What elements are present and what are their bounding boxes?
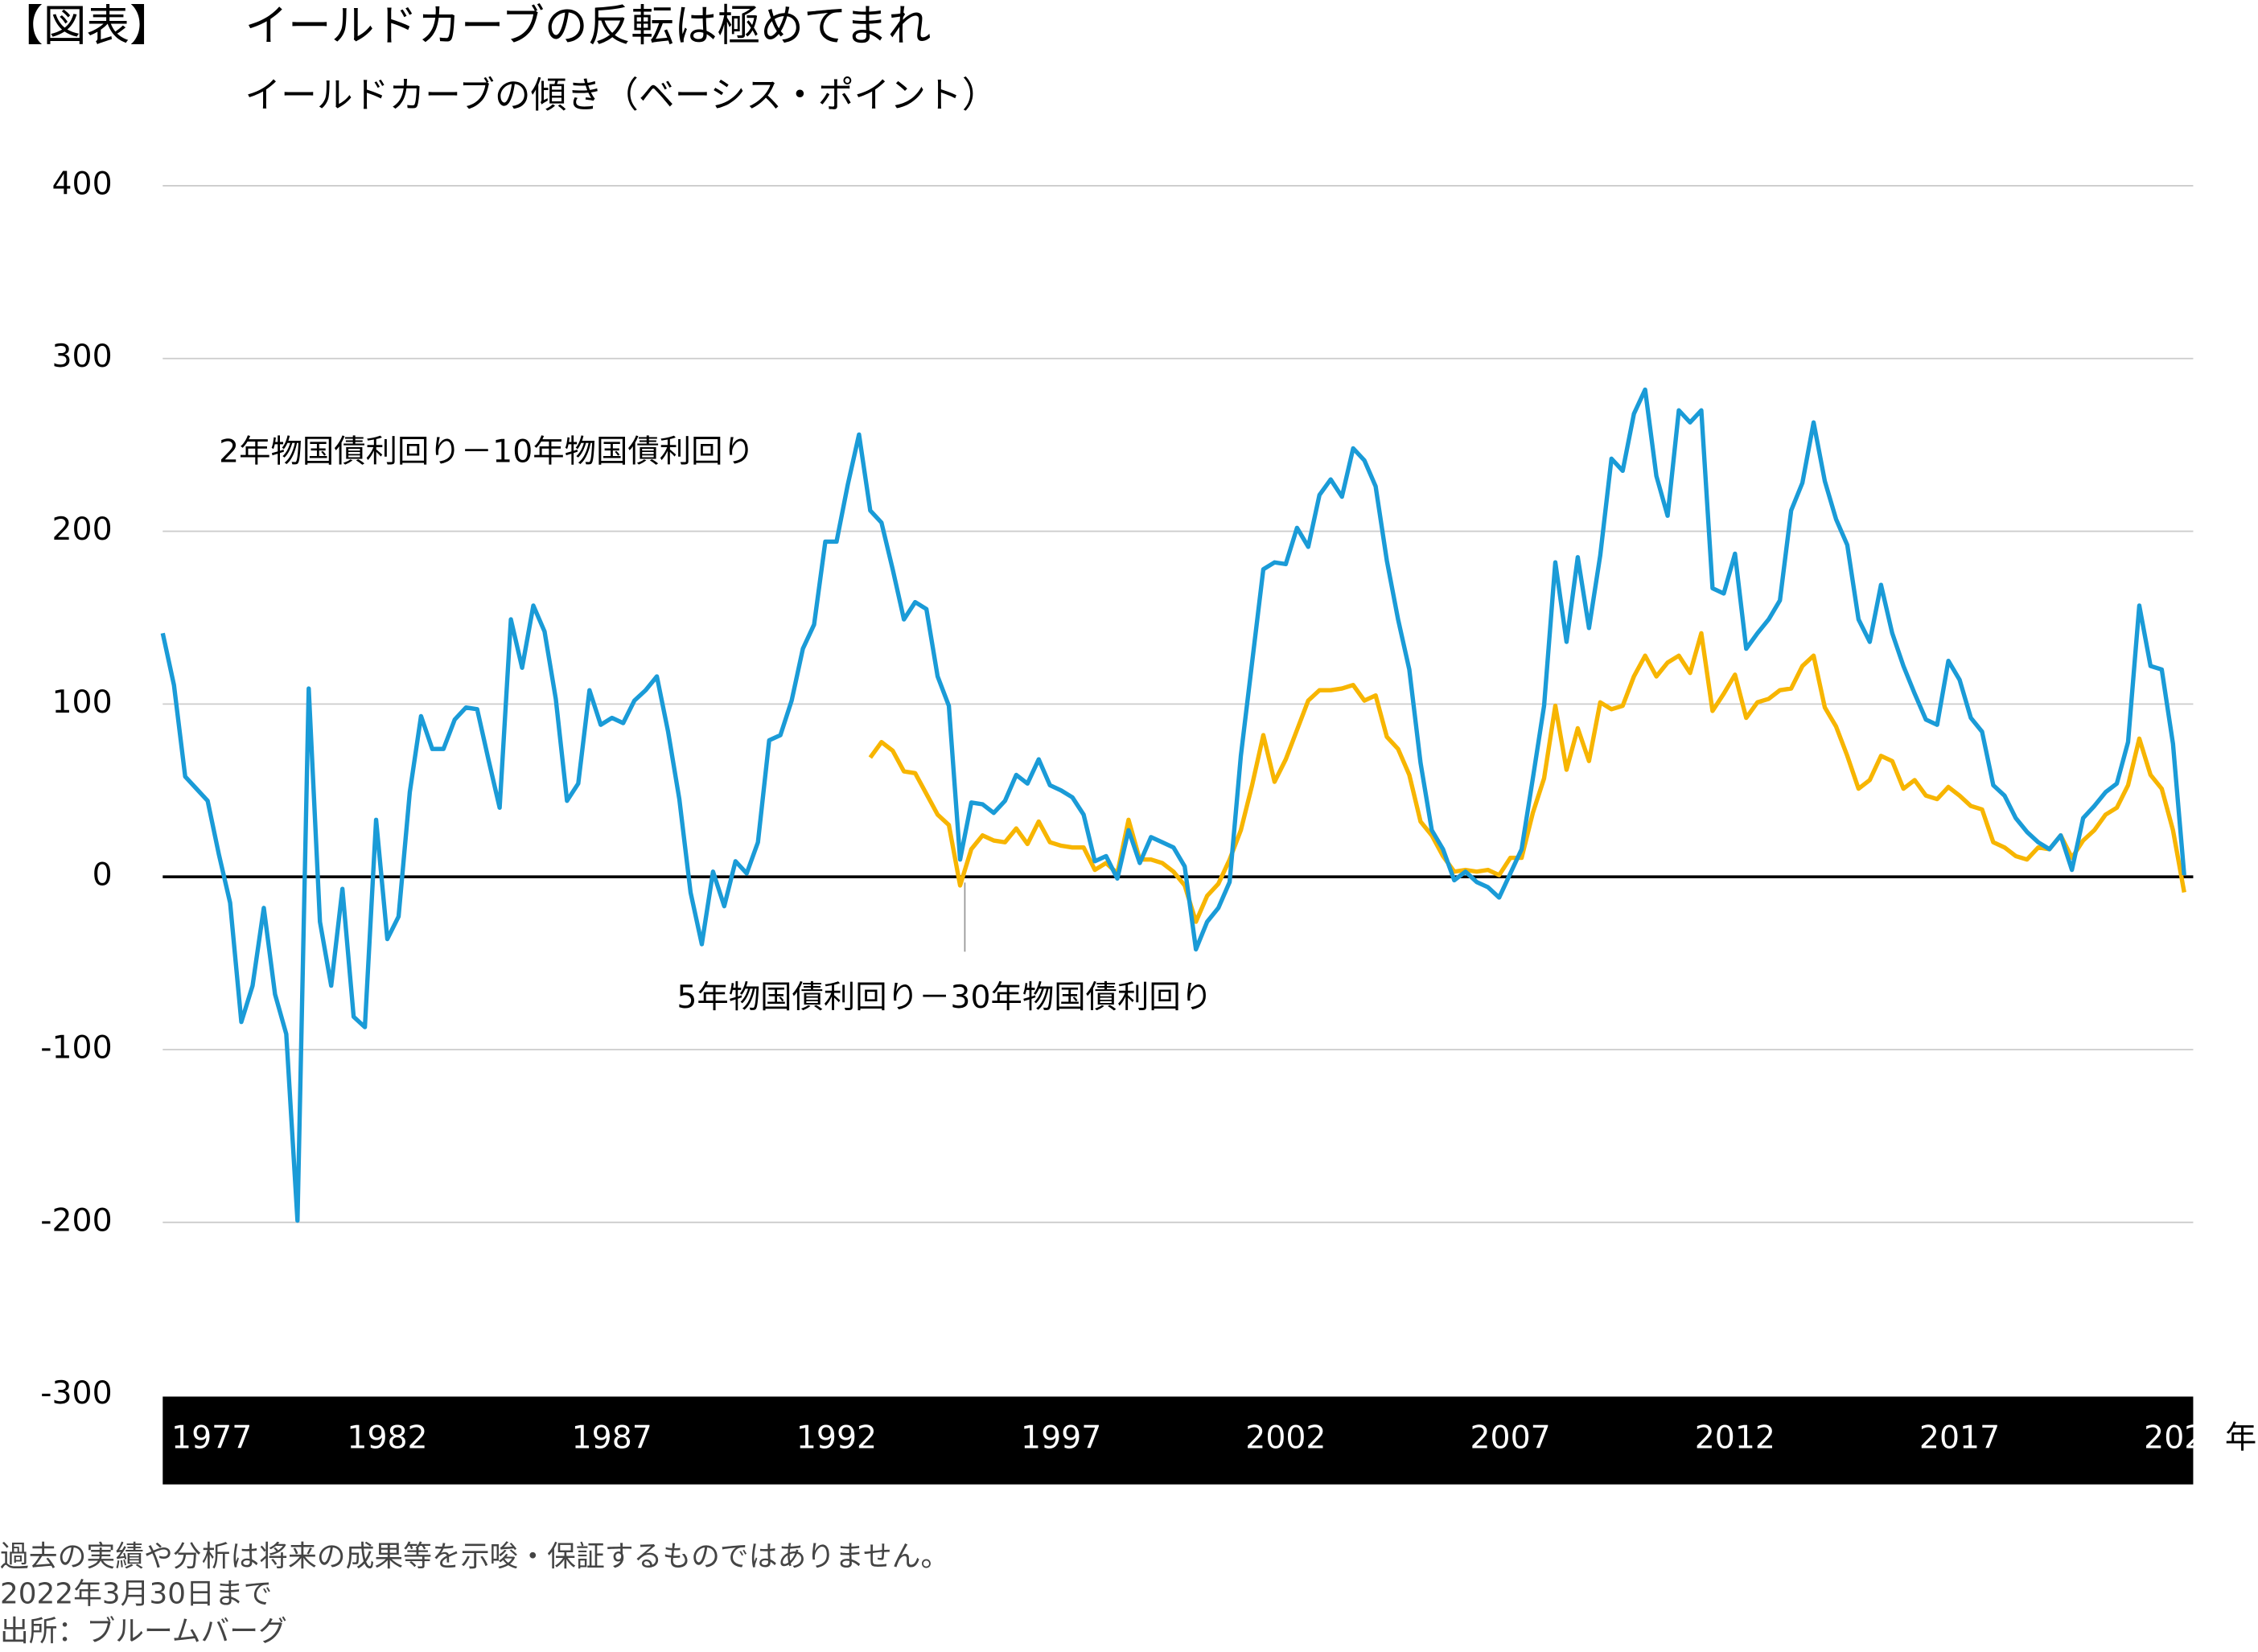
x-axis-unit: 年 [2225,1420,2256,1457]
annotation: 2年物国債利回り－10年物国債利回り [219,433,755,470]
x-tick-label: 2012 [1695,1420,1775,1457]
x-tick-label: 2002 [1245,1420,1326,1457]
y-tick-label: -300 [40,1375,112,1412]
y-tick-label: 300 [51,338,112,375]
chart-title: イールドカーブの反転は極めてまれ [245,0,931,51]
x-tick-label: 2007 [1470,1420,1551,1457]
y-tick-label: 200 [51,511,112,548]
y-tick-label: 100 [51,684,112,721]
x-tick-label: 2017 [1919,1420,2000,1457]
footnote: 2022年3月30日まで [0,1577,272,1610]
footnote: 出所：ブルームバーグ [0,1615,287,1648]
x-tick-label: 1992 [796,1420,877,1457]
y-tick-label: -100 [40,1029,112,1066]
annotation: 5年物国債利回り－30年物国債利回り [677,979,1212,1016]
x-tick-label: 1977 [171,1420,252,1457]
x-tick-label: 2022 [2144,1420,2224,1457]
chart-subtitle: イールドカーブの傾き（ベーシス・ポイント） [245,74,997,117]
x-tick-label: 1997 [1021,1420,1101,1457]
y-tick-label: 0 [93,857,113,894]
series-line [868,631,2186,924]
x-tick-label: 1982 [347,1420,427,1457]
title-label: 【図表】 [0,0,173,51]
y-tick-label: -200 [40,1202,112,1239]
series-line [160,387,2186,1223]
footnote: 過去の実績や分析は将来の成果等を示唆・保証するものではありません。 [0,1540,949,1573]
x-tick-label: 1987 [572,1420,652,1457]
y-tick-label: 400 [51,165,112,202]
x-axis-band [162,1396,2194,1485]
